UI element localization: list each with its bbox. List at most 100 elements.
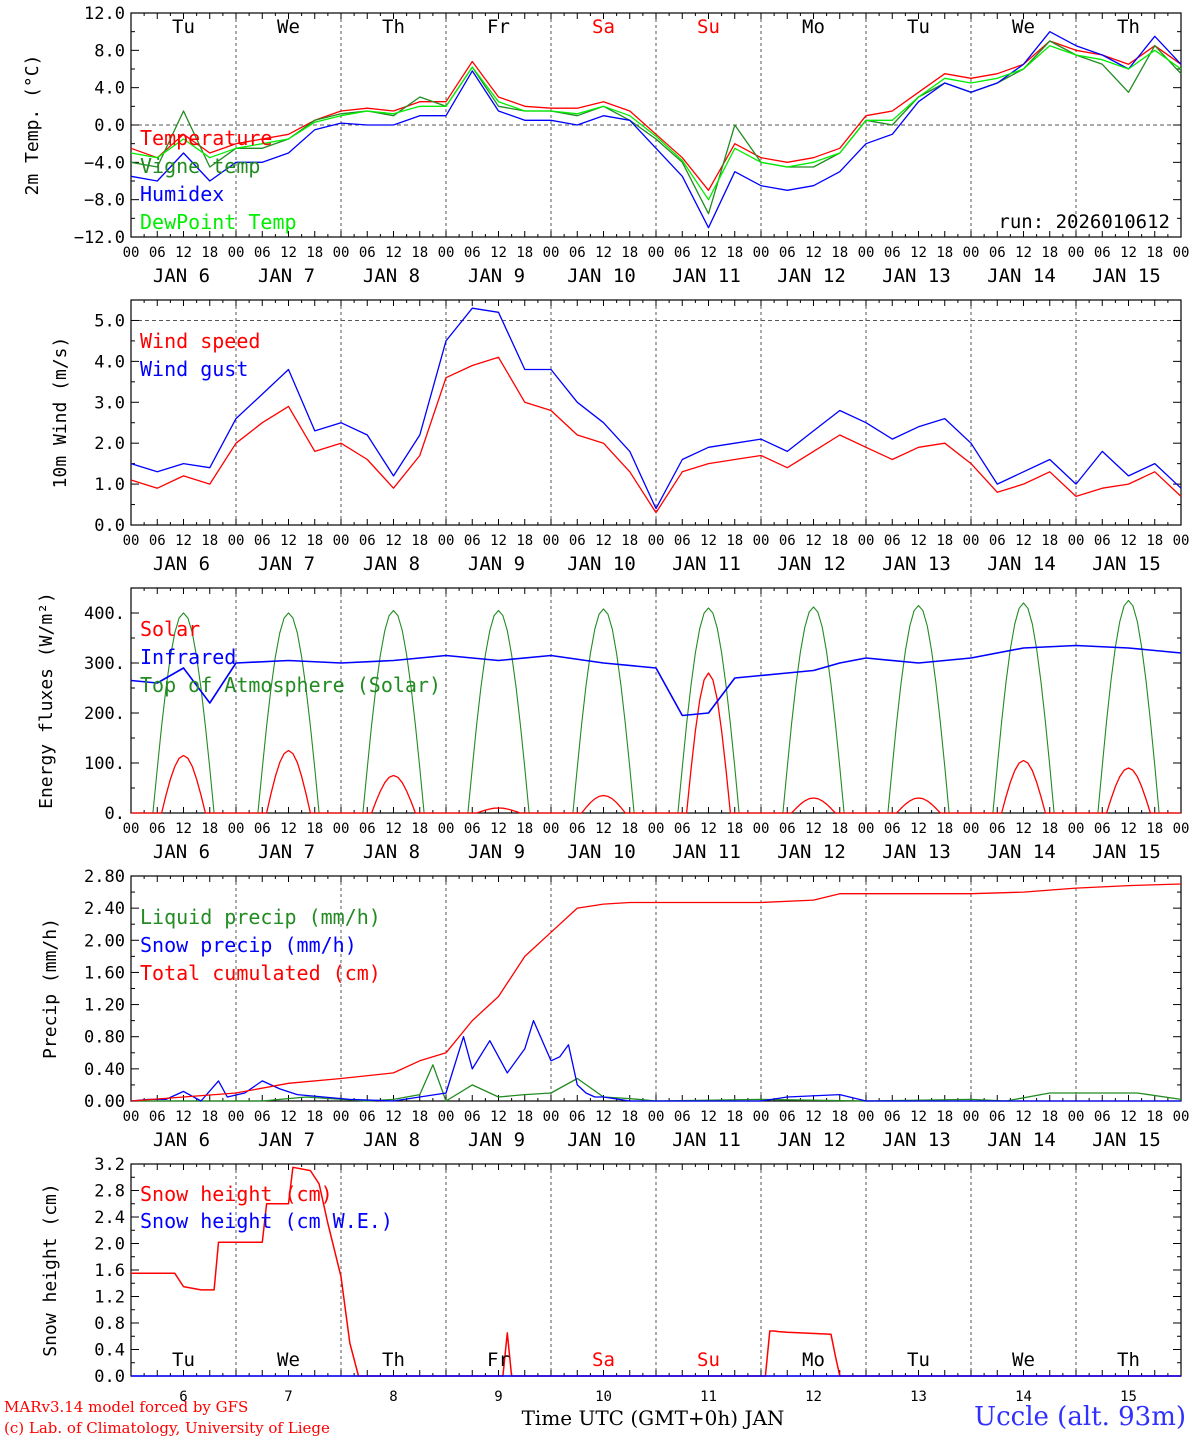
- date-label: JAN 15: [1092, 553, 1161, 575]
- y-tick-label: 0.40: [84, 1060, 125, 1080]
- hour-tick-label: 00: [753, 1109, 770, 1125]
- day-number-label: 9: [494, 1389, 502, 1405]
- hour-tick-label: 12: [700, 245, 717, 261]
- hour-tick-label: 12: [1015, 245, 1032, 261]
- hour-tick-label: 12: [175, 821, 192, 837]
- hour-tick-label: 18: [936, 821, 953, 837]
- hour-tick-label: 06: [1094, 245, 1111, 261]
- date-label: JAN 11: [672, 1129, 741, 1151]
- date-label: JAN 6: [153, 265, 210, 287]
- y-tick-label: 1.6: [94, 1261, 125, 1281]
- day-of-week-label: Th: [1117, 16, 1140, 38]
- hour-tick-label: 18: [306, 533, 323, 549]
- hour-tick-label: 18: [831, 1109, 848, 1125]
- chart-panel-snow: 0.0 0.4 0.8 1.2 1.6 2.0 2.4 2.8 3.2 Snow height (…: [40, 1155, 1182, 1430]
- hour-tick-label: 00: [1068, 821, 1085, 837]
- day-number-label: 12: [805, 1389, 822, 1405]
- y-tick-label: 2.40: [84, 899, 125, 919]
- hour-tick-label: 12: [490, 533, 507, 549]
- day-of-week-label: Tu: [172, 16, 195, 38]
- day-of-week-label: Mo: [802, 16, 825, 38]
- date-label: JAN 10: [567, 553, 636, 575]
- hour-tick-label: 18: [201, 821, 218, 837]
- hour-tick-label: 00: [858, 821, 875, 837]
- date-label: JAN 12: [777, 265, 846, 287]
- hour-tick-label: 18: [936, 1109, 953, 1125]
- hour-tick-label: 12: [805, 533, 822, 549]
- date-label: JAN 7: [258, 1129, 315, 1151]
- hour-tick-label: 00: [228, 533, 245, 549]
- date-label: JAN 8: [363, 1129, 420, 1151]
- series-line-total: [130, 883, 1182, 1102]
- hour-tick-label: 00: [1173, 1109, 1190, 1125]
- hour-tick-label: 12: [700, 1109, 717, 1125]
- y-tick-label: 200.: [84, 704, 125, 724]
- hour-tick-label: 00: [123, 245, 140, 261]
- day-of-week-label: Su: [697, 16, 720, 38]
- date-label: JAN 8: [363, 265, 420, 287]
- hour-tick-label: 00: [648, 821, 665, 837]
- legend-entry: DewPoint Temp: [140, 210, 297, 234]
- hour-tick-label: 12: [1015, 533, 1032, 549]
- hour-tick-label: 00: [648, 245, 665, 261]
- hour-tick-label: 12: [280, 245, 297, 261]
- day-of-week-label: Sa: [592, 1349, 615, 1371]
- hour-tick-label: 12: [1120, 533, 1137, 549]
- hour-tick-label: 06: [884, 1109, 901, 1125]
- hour-tick-label: 12: [385, 245, 402, 261]
- hour-tick-label: 18: [621, 821, 638, 837]
- day-of-week-label: Th: [1117, 1349, 1140, 1371]
- hour-tick-label: 00: [648, 533, 665, 549]
- chart-panel-precip: 0.00 0.40 0.80 1.20 1.60 2.00 2.40 2.80 Precip (…: [40, 867, 1189, 1151]
- day-of-week-label: We: [277, 16, 300, 38]
- hour-tick-label: 12: [385, 1109, 402, 1125]
- hour-tick-label: 00: [1173, 533, 1190, 549]
- day-number-label: 15: [1120, 1389, 1137, 1405]
- legend-entry: Snow height (cm): [140, 1182, 333, 1206]
- hour-tick-label: 18: [306, 821, 323, 837]
- y-tick-label: 3.2: [94, 1155, 125, 1175]
- y-tick-label: 0.00: [84, 1092, 125, 1112]
- series-line-wind-speed: [130, 356, 1182, 514]
- y-tick-label: 100.: [84, 754, 125, 774]
- hour-tick-label: 18: [411, 1109, 428, 1125]
- plot-frame: [130, 587, 1182, 814]
- hour-tick-label: 12: [910, 533, 927, 549]
- date-label: JAN 7: [258, 265, 315, 287]
- hour-tick-label: 00: [543, 1109, 560, 1125]
- hour-tick-label: 18: [936, 245, 953, 261]
- date-label: JAN 9: [468, 841, 525, 863]
- hour-tick-label: 18: [201, 533, 218, 549]
- hour-tick-label: 12: [910, 821, 927, 837]
- date-label: JAN 6: [153, 1129, 210, 1151]
- hour-tick-label: 00: [963, 1109, 980, 1125]
- hour-tick-label: 12: [490, 1109, 507, 1125]
- y-tick-label: −12.0: [74, 228, 125, 248]
- hour-tick-label: 00: [123, 1109, 140, 1125]
- hour-tick-label: 00: [123, 533, 140, 549]
- hour-tick-label: 06: [674, 821, 691, 837]
- date-label: JAN 7: [258, 841, 315, 863]
- hour-tick-label: 06: [254, 245, 271, 261]
- hour-tick-label: 12: [490, 245, 507, 261]
- y-tick-label: 4.0: [94, 352, 125, 372]
- series-line-humidex: [130, 31, 1182, 229]
- y-tick-label: −4.0: [84, 153, 125, 173]
- hour-tick-label: 06: [674, 245, 691, 261]
- y-tick-label: 2.80: [84, 867, 125, 887]
- y-axis-label: 2m Temp. (°C): [22, 55, 43, 196]
- hour-tick-label: 06: [989, 821, 1006, 837]
- hour-tick-label: 06: [1094, 821, 1111, 837]
- hour-tick-label: 12: [805, 245, 822, 261]
- day-of-week-label: Fr: [487, 1349, 510, 1371]
- hour-tick-label: 00: [438, 821, 455, 837]
- hour-tick-label: 06: [884, 821, 901, 837]
- hour-tick-label: 12: [910, 1109, 927, 1125]
- hour-tick-label: 18: [1041, 245, 1058, 261]
- date-label: JAN 11: [672, 553, 741, 575]
- hour-tick-label: 12: [490, 821, 507, 837]
- y-tick-label: 0.4: [94, 1341, 125, 1361]
- hour-tick-label: 06: [779, 533, 796, 549]
- hour-tick-label: 12: [595, 821, 612, 837]
- day-number-label: 11: [700, 1389, 717, 1405]
